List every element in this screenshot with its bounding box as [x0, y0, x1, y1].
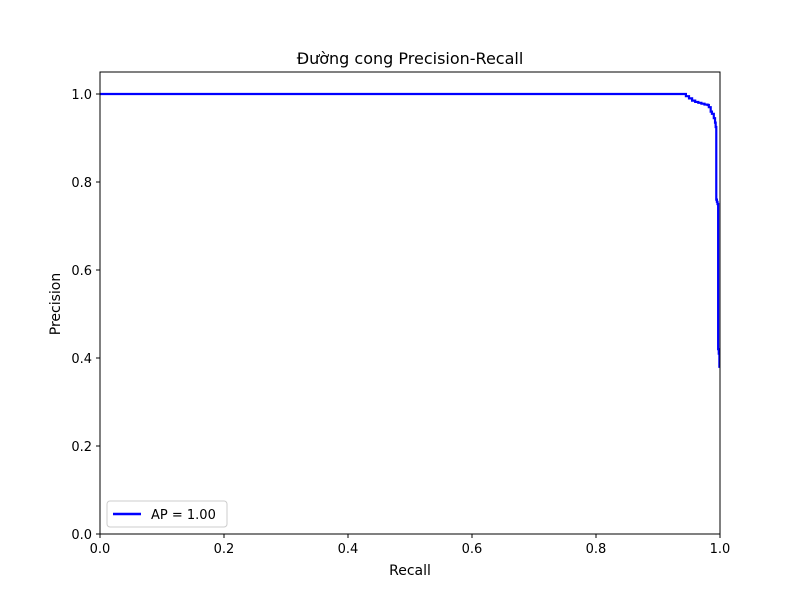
x-axis-title: Recall: [389, 563, 431, 579]
chart-title: Đường cong Precision-Recall: [297, 49, 524, 68]
x-tick-label: 0.4: [338, 542, 359, 557]
legend: AP = 1.00: [106, 500, 228, 528]
x-tick-label: 1.0: [710, 542, 731, 557]
y-tick-label: 0.6: [71, 264, 92, 279]
series-line-0: [100, 92, 721, 368]
y-tick-label: 0.0: [71, 528, 92, 543]
plot-frame: [99, 71, 721, 535]
x-tick-label: 0.0: [90, 542, 111, 557]
y-tick-label: 0.8: [71, 176, 92, 191]
y-tick-label: 0.4: [71, 352, 92, 367]
y-axis-title: Precision: [48, 273, 64, 335]
x-tick-label: 0.2: [214, 542, 235, 557]
y-tick-label: 0.2: [71, 440, 92, 455]
x-tick-label: 0.6: [462, 542, 483, 557]
plot-area: [100, 92, 721, 368]
x-tick-label: 0.8: [586, 542, 607, 557]
y-tick-label: 1.0: [71, 88, 92, 103]
legend-frame: [106, 500, 228, 528]
legend-label: AP = 1.00: [151, 508, 216, 523]
axes: 0.0 0.2 0.4 0.6 0.8 1.0 0.0 0.2 0.4 0.6 0.8 1.0: [71, 71, 731, 557]
